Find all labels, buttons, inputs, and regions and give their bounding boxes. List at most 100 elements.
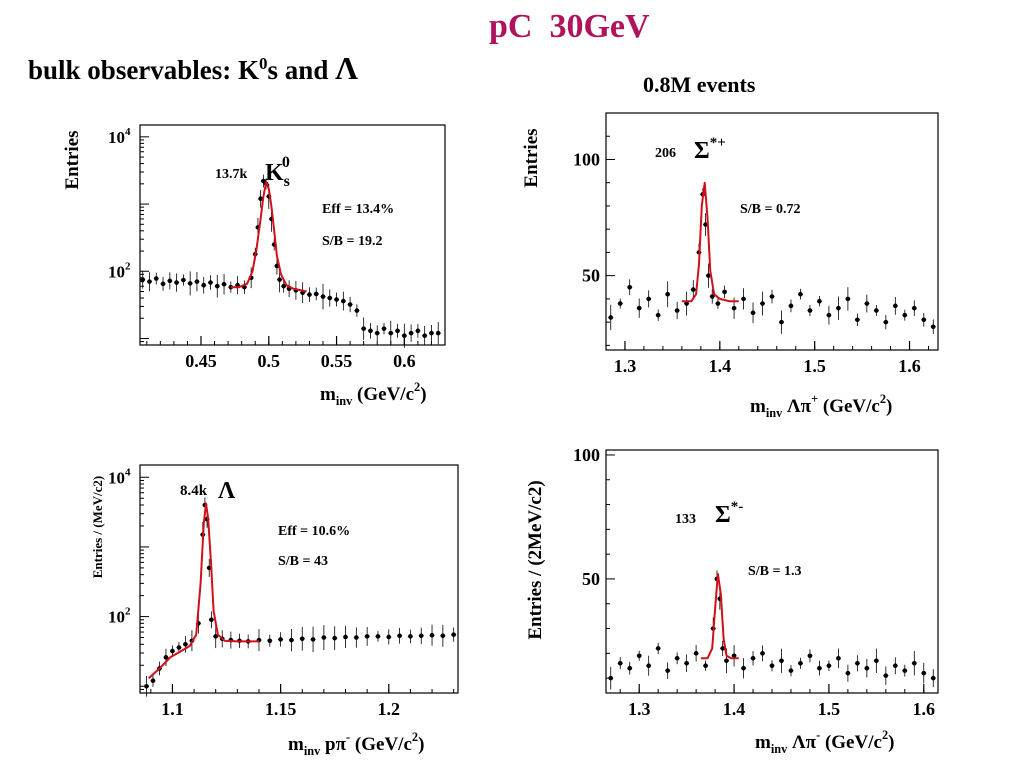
- k0s-data-point: [347, 296, 353, 313]
- k0s-data-point: [428, 324, 434, 342]
- lambda-data-point: [440, 624, 446, 647]
- lambda-frame: [139, 464, 459, 694]
- k0s-particle-label: Ks0: [265, 154, 290, 190]
- lambda-data-point: [267, 634, 273, 647]
- sigma-minus-data-point: [769, 660, 775, 672]
- k0s-data-point: [374, 325, 380, 341]
- lambda-data-point: [278, 632, 284, 647]
- lambda-x-axis-label: minv pπ- (GeV/c2): [288, 730, 424, 758]
- sigma-minus-data-point: [608, 666, 614, 690]
- sigma-minus-data-point: [636, 650, 642, 661]
- lambda-data-point: [169, 645, 175, 657]
- sigma-plus-frame: [605, 112, 939, 351]
- subtitle-lambda: Λ: [335, 50, 359, 86]
- sigma-minus-data-point: [693, 645, 699, 662]
- sigma-plus-data-point: [911, 300, 917, 317]
- sigma-minus-x-tick-label: 1.4: [723, 699, 746, 719]
- k0s-y-axis-label: Entries: [62, 130, 83, 189]
- sigma-minus-data-point: [720, 640, 726, 657]
- sigma-minus-data-point: [703, 660, 709, 671]
- subtitle-mid: s and: [267, 55, 336, 85]
- sigma-plus-data-point: [921, 312, 927, 327]
- sigma-plus-fit-curve: [681, 181, 739, 303]
- sigma-minus-data-point: [797, 657, 803, 669]
- k0s-data-point: [415, 323, 421, 338]
- sigma-minus-data-point: [617, 657, 623, 670]
- sigma-minus-data-point: [674, 652, 680, 665]
- sigma-plus-y-tick-label: 100: [573, 149, 600, 169]
- sigma-plus-data-point: [778, 310, 784, 334]
- k0s-data-point: [160, 276, 166, 291]
- sigma-plus-data-point: [690, 279, 696, 300]
- sigma-minus-data-point: [883, 666, 889, 685]
- sigma-plus-data-point: [845, 287, 851, 311]
- sigma-plus-data-point: [797, 288, 803, 300]
- sigma-minus-data-point: [778, 648, 784, 673]
- sigma-plus-y-axis-label: Entries: [521, 128, 542, 187]
- sigma-plus-data-point: [608, 304, 614, 331]
- sigma-minus-data-point: [835, 648, 841, 669]
- k0s-data-point: [422, 325, 428, 346]
- sigma-minus-data-point: [845, 664, 851, 682]
- sigma-plus-data-point: [750, 302, 756, 324]
- sigma-plus-x-tick-label: 1.3: [614, 356, 637, 376]
- k0s-x-tick-label: 0.6: [393, 351, 416, 371]
- sigma-minus-y-tick-label: 50: [582, 569, 600, 589]
- sigma-minus-data-point: [655, 642, 661, 655]
- sigma-plus-y-tick-label: 50: [582, 266, 600, 286]
- k0s-data-point: [180, 274, 186, 286]
- sigma-minus-data-point: [864, 658, 870, 678]
- sigma-plus-data-point: [807, 304, 813, 317]
- sigma-minus-data-point: [750, 651, 756, 666]
- sigma-plus-data-point: [617, 298, 623, 309]
- k0s-data-point: [401, 323, 407, 348]
- k0s-data-point: [313, 287, 319, 301]
- lambda-data-point: [429, 624, 435, 646]
- k0s-data-point: [354, 304, 360, 317]
- event-count: 0.8M events: [643, 72, 756, 97]
- sigma-minus-particle-label: Σ*-: [715, 499, 743, 528]
- k0s-data-point: [146, 272, 152, 292]
- sigma-plus-data-point: [760, 291, 766, 316]
- sigma-minus-data-point: [911, 651, 917, 676]
- lambda-data-point: [288, 628, 294, 652]
- lambda-data-point: [321, 625, 327, 650]
- sigma-minus-signal-background-label: S/B = 1.3: [748, 564, 802, 579]
- sigma-plus-data-point: [674, 301, 680, 320]
- lambda-data-point: [375, 631, 381, 642]
- subtitle-prefix: bulk observables: K: [28, 55, 260, 85]
- sigma-plus-data-point: [715, 298, 721, 309]
- sigma-plus-data-point: [930, 319, 936, 335]
- lambda-data-point: [143, 676, 149, 697]
- lambda-data-point: [343, 625, 349, 648]
- k0s-efficiency-label: Eff = 13.4%: [322, 202, 394, 217]
- sigma-plus-data-point: [636, 298, 642, 318]
- sigma-plus-data-point: [854, 313, 860, 326]
- sigma-minus-yield-label: 133: [675, 512, 696, 527]
- lambda-data-point: [353, 627, 359, 648]
- sigma-plus-data-point: [892, 296, 898, 315]
- lambda-signal-background-label: S/B = 43: [278, 554, 328, 569]
- sigma-plus-x-axis-label: minv Λπ+ (GeV/c2): [750, 392, 892, 420]
- sigma-plus-data-point: [722, 285, 728, 299]
- k0s-data-point: [435, 322, 441, 345]
- sigma-plus-data-point: [665, 281, 671, 308]
- k0s-data-point: [221, 274, 227, 295]
- slide-subtitle: bulk observables: K0s and Λ: [28, 50, 358, 87]
- k0s-data-point: [153, 272, 159, 285]
- k0s-data-point: [408, 324, 414, 342]
- sigma-minus-x-tick-label: 1.5: [818, 699, 841, 719]
- k0s-data-point: [214, 274, 220, 298]
- sigma-minus-y-axis-label: Entries / (2MeV/c2): [525, 480, 546, 639]
- k0s-x-axis-label: minv (GeV/c2): [320, 380, 427, 408]
- k0s-data-point: [207, 275, 213, 290]
- sigma-minus-data-point: [646, 655, 652, 676]
- lambda-data-point: [310, 626, 316, 653]
- sigma-plus-data-point: [646, 290, 652, 308]
- k0s-data-point: [174, 273, 180, 292]
- lambda-fit-curve: [148, 502, 259, 680]
- k0s-data-point: [194, 271, 200, 292]
- sigma-minus-data-point: [854, 655, 860, 672]
